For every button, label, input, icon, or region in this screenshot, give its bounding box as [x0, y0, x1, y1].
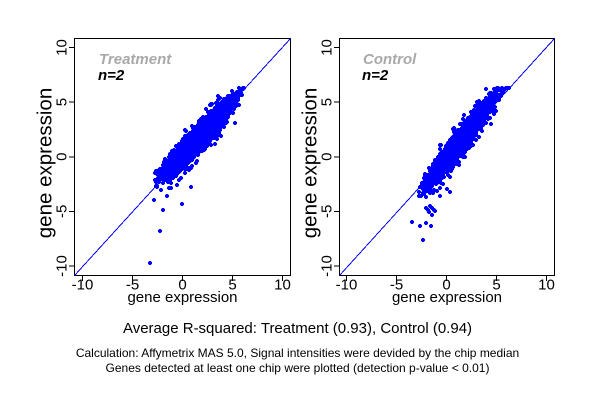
svg-text:Calculation: Affymetrix MAS 5.: Calculation: Affymetrix MAS 5.0, Signal … [76, 346, 519, 360]
svg-text:n=2: n=2 [98, 67, 125, 84]
svg-text:Control: Control [363, 51, 417, 68]
svg-text:-10: -10 [54, 255, 71, 277]
svg-text:-10: -10 [319, 255, 336, 277]
svg-text:10: 10 [54, 39, 71, 56]
svg-text:n=2: n=2 [362, 67, 389, 84]
svg-text:Genes detected at least one ch: Genes detected at least one chip were pl… [106, 361, 490, 375]
svg-text:10: 10 [538, 277, 555, 294]
svg-text:-10: -10 [336, 277, 358, 294]
svg-text:gene expression: gene expression [299, 88, 322, 238]
svg-text:10: 10 [274, 277, 291, 294]
svg-text:Average R-squared: Treatment (: Average R-squared: Treatment (0.93), Con… [123, 320, 472, 337]
svg-text:-10: -10 [72, 277, 94, 294]
svg-text:Treatment: Treatment [99, 51, 172, 68]
svg-text:gene expression: gene expression [127, 289, 237, 306]
svg-text:gene expression: gene expression [34, 88, 57, 238]
svg-text:10: 10 [319, 39, 336, 56]
svg-text:gene expression: gene expression [392, 289, 502, 306]
